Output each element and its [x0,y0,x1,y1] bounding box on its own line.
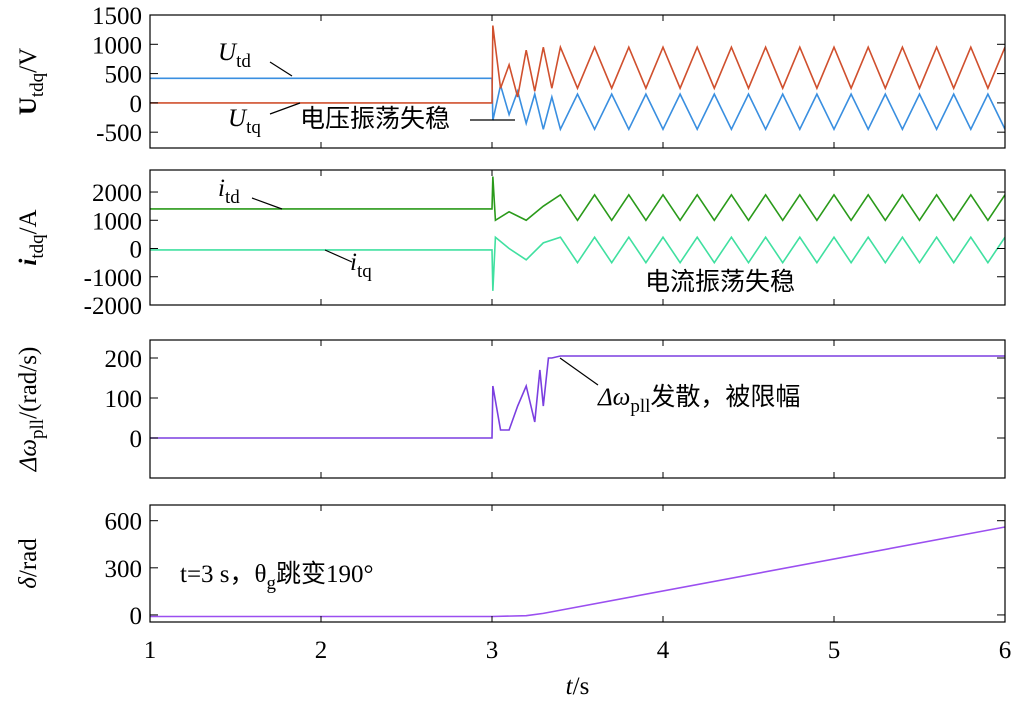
x-tick-label: 3 [486,637,499,664]
y-tick-label: 0 [130,91,143,118]
y-axis-label: Utdq/V [15,48,48,115]
y-tick-label: 1000 [92,32,142,59]
y-tick-label: 1500 [92,3,142,30]
plot-area [150,25,1005,132]
y-tick-label: 100 [105,386,143,413]
annotation-leader [269,61,293,77]
x-axis-label-after: /s [573,673,590,700]
annotation: itd [218,175,240,208]
y-tick-label: 0 [130,603,143,630]
y-axis-label: itdq/A [15,209,48,265]
annotation-main: U [218,39,238,66]
annotation-leader [559,357,599,386]
y-axis-label-after: /rad [15,538,42,577]
x-tick-label: 1 [144,637,157,664]
y-axis-label-sub: pll [27,419,48,439]
y-tick-label: 2000 [92,180,142,207]
plot-area [150,355,1005,439]
annotation-sub: g [267,573,277,594]
series-line [150,176,1005,222]
y-tick-label: -2000 [84,293,142,320]
plot-area [150,526,1005,618]
annotation-leader [324,249,353,263]
x-tick-label: 4 [657,637,670,664]
y-axis-label-main: δ [15,577,42,589]
annotation-main: 电压振荡失稳 [300,105,450,133]
x-tick-label: 6 [999,637,1012,664]
y-axis-label: Δωpll/(rad/s) [15,347,48,473]
x-axis-label-main: t [566,673,574,700]
annotation-main: i [218,175,225,202]
y-tick-label: 600 [105,509,143,536]
annotation-main: i [350,249,357,276]
series-line [150,77,1005,132]
annotation: 电流振荡失稳 [645,268,795,296]
y-tick-label: 500 [105,62,143,89]
y-axis-label-main: Δω [15,439,42,472]
annotation-leader [251,197,283,210]
plot-frame [149,339,1006,479]
annotation-main: 电流振荡失稳 [645,268,795,296]
y-axis-label-sub: tdq [27,234,48,259]
annotation: t=3 s，θg跳变190° [180,560,374,594]
annotation-main: U [228,105,248,132]
annotation-main: t=3 s，θ [180,561,267,588]
y-axis-label-main: U [15,97,42,115]
y-tick-label: 200 [105,346,143,373]
y-tick-label: 300 [105,556,143,583]
y-axis-label: δ/rad [15,538,42,589]
y-axis-label-main: i [15,259,42,266]
y-axis-label-sub: tdq [27,72,48,97]
annotation-leader [269,102,301,115]
series-line [150,25,1005,104]
plot-frame [149,504,1006,623]
y-axis-label-after: /V [15,48,42,73]
y-axis-label-after: /A [15,209,42,234]
series-line [150,526,1005,618]
x-tick-label: 2 [315,637,328,664]
y-tick-label: -1000 [84,265,142,292]
y-tick-label: 0 [130,237,143,264]
annotation: itq [350,249,372,282]
annotation-main: Δω [597,384,630,411]
plot-frame [149,169,1006,306]
annotation: Δωpll发散，被限幅 [597,383,800,417]
y-tick-label: 1000 [92,208,142,235]
annotation-sub: tq [246,117,261,138]
x-axis-label: t/s [566,673,590,700]
series-line [150,235,1005,291]
annotation-sub: tq [357,261,372,282]
annotation-sub: td [225,187,240,208]
plot-area [150,176,1005,291]
series-line [150,355,1005,439]
y-tick-label: 0 [130,426,143,453]
annotation: 电压振荡失稳 [300,105,450,133]
annotation: Utd [218,39,251,72]
x-tick-label: 5 [828,637,841,664]
y-axis-label-after: /(rad/s) [15,347,42,419]
y-tick-label: -500 [96,120,142,147]
annotation-after: 跳变190° [276,560,374,588]
annotation-sub: td [236,51,251,72]
annotation-after: 发散，被限幅 [650,383,800,411]
annotation: Utq [228,105,261,138]
annotation-sub: pll [630,396,650,417]
plot-frame [149,14,1006,149]
